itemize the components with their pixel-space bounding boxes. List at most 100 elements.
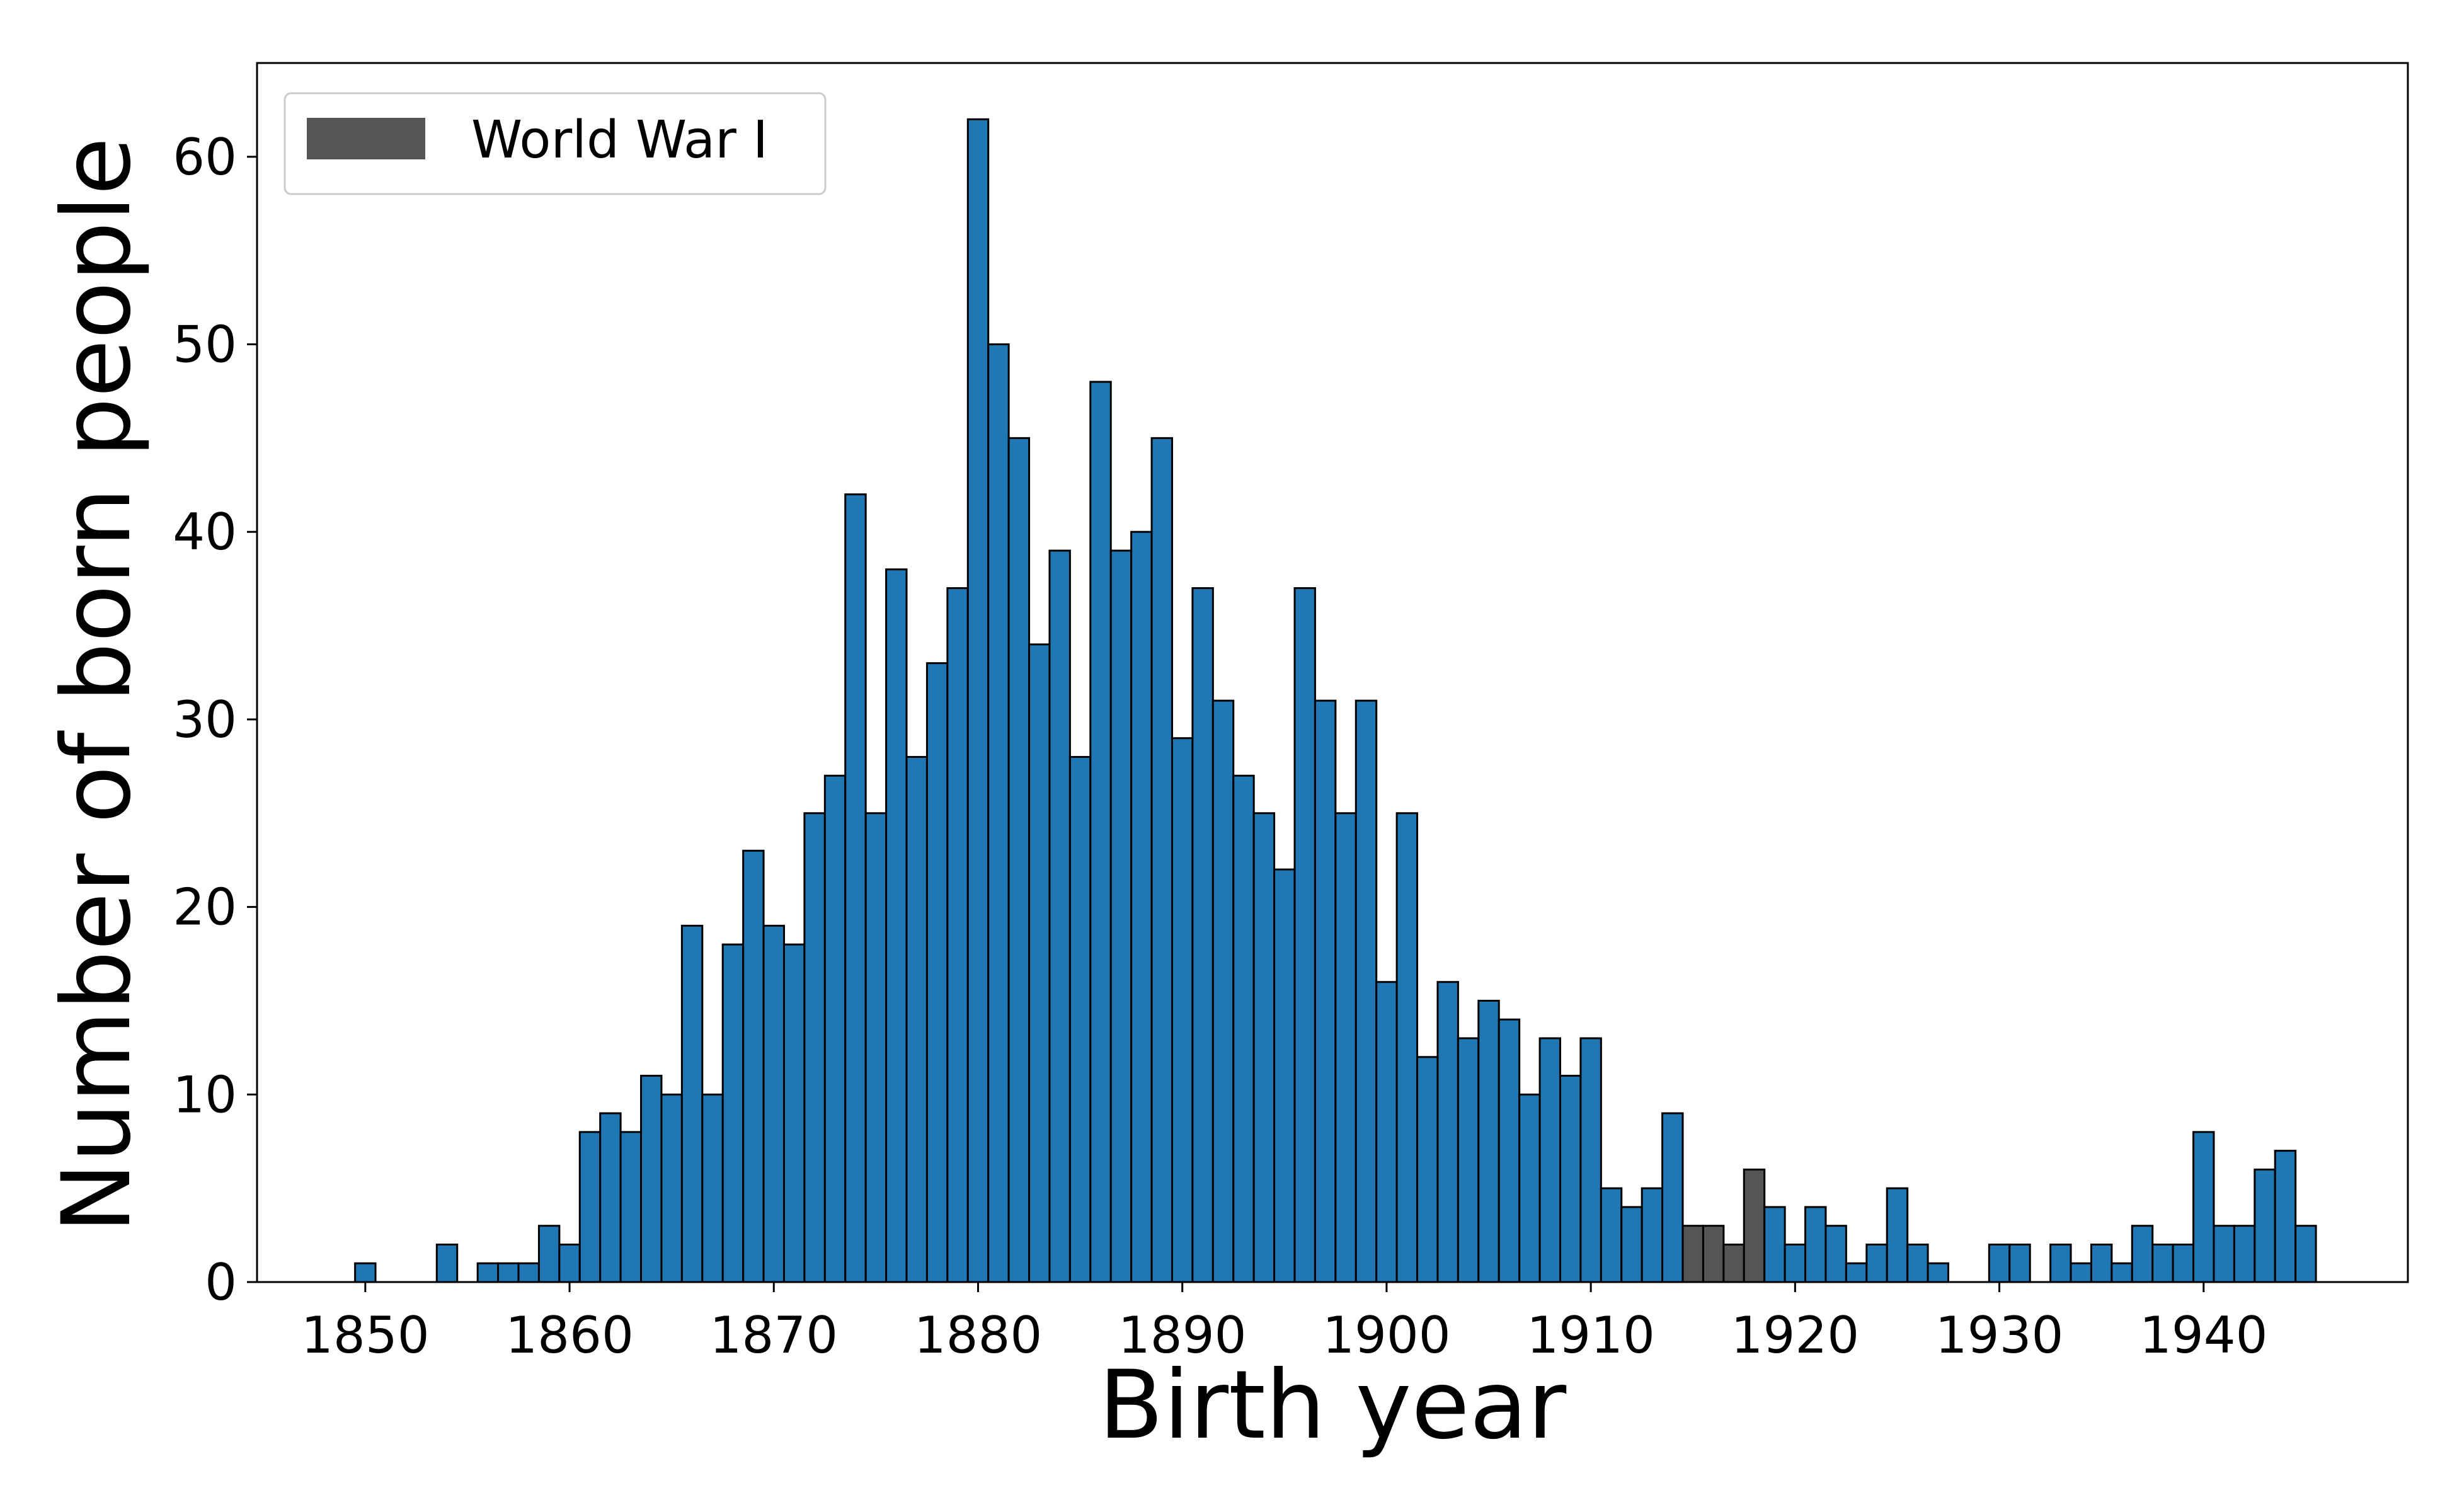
y-tick-label-60: 60 — [173, 128, 237, 186]
bar-1902 — [1416, 1056, 1439, 1283]
bar-1886 — [1089, 381, 1112, 1283]
bar-1903 — [1436, 981, 1459, 1283]
x-tick-label-1940: 1940 — [2139, 1306, 2268, 1365]
bar-1884 — [1048, 549, 1071, 1283]
bar-1900 — [1375, 981, 1398, 1283]
x-tick-label-1850: 1850 — [301, 1306, 430, 1365]
bar-1858 — [517, 1262, 540, 1283]
bar-1911 — [1600, 1187, 1623, 1283]
y-tick-label-20: 20 — [173, 878, 237, 937]
bar-1866 — [680, 924, 704, 1283]
bar-1893 — [1232, 774, 1255, 1283]
bar-1912 — [1620, 1206, 1643, 1283]
bar-1941 — [2213, 1225, 2235, 1283]
bar-1859 — [537, 1225, 561, 1283]
bar-1940 — [2192, 1131, 2215, 1283]
bar-1916 — [1702, 1225, 1725, 1283]
bar-1877 — [905, 755, 928, 1283]
bar-1907 — [1518, 1093, 1541, 1283]
bar-1904 — [1457, 1037, 1480, 1283]
bar-1910 — [1579, 1037, 1602, 1283]
x-axis-label: Birth year — [1099, 1351, 1567, 1460]
bar-1870 — [762, 924, 785, 1283]
bar-1939 — [2172, 1243, 2195, 1283]
bar-1888 — [1130, 530, 1153, 1283]
plot-frame — [256, 62, 2409, 1283]
bar-1896 — [1293, 587, 1316, 1283]
bar-1880 — [966, 118, 990, 1283]
y-tick-label-10: 10 — [173, 1065, 237, 1124]
bar-1908 — [1538, 1037, 1562, 1283]
bar-1920 — [1784, 1243, 1807, 1283]
x-tick-label-1880: 1880 — [914, 1306, 1043, 1365]
bar-1881 — [987, 343, 1010, 1283]
bar-1927 — [1927, 1262, 1950, 1283]
bar-1857 — [497, 1262, 520, 1283]
y-tick-label-40: 40 — [173, 503, 237, 561]
bar-1891 — [1191, 587, 1214, 1283]
bars-group — [354, 118, 2317, 1283]
bar-1944 — [2274, 1150, 2297, 1283]
bar-1878 — [925, 662, 949, 1283]
bar-1913 — [1641, 1187, 1664, 1283]
bar-1909 — [1559, 1075, 1582, 1283]
bar-1885 — [1068, 755, 1092, 1283]
bar-1871 — [782, 943, 806, 1283]
bar-1879 — [946, 587, 969, 1283]
bar-1887 — [1109, 549, 1133, 1283]
bar-1930 — [1988, 1243, 2011, 1283]
bar-1901 — [1395, 812, 1419, 1283]
bar-1868 — [721, 943, 745, 1283]
bar-1923 — [1845, 1262, 1868, 1283]
bar-1854 — [435, 1243, 459, 1283]
bar-1917 — [1722, 1243, 1745, 1283]
bar-1883 — [1028, 643, 1051, 1283]
bar-1942 — [2233, 1225, 2256, 1283]
bar-1856 — [476, 1262, 500, 1283]
y-axis: 0 10 20 30 40 50 60 — [173, 128, 257, 1312]
bar-1921 — [1804, 1206, 1827, 1283]
bar-1914 — [1661, 1112, 1684, 1283]
bar-1918 — [1743, 1168, 1766, 1283]
x-tick-label-1930: 1930 — [1935, 1306, 2064, 1365]
bar-1850 — [354, 1262, 377, 1283]
bar-1898 — [1334, 812, 1357, 1283]
bar-1864 — [640, 1075, 663, 1283]
bar-1890 — [1171, 737, 1194, 1283]
bar-1869 — [742, 849, 765, 1283]
bar-1894 — [1252, 812, 1276, 1283]
bar-1915 — [1681, 1225, 1704, 1283]
bar-1934 — [2070, 1262, 2092, 1283]
bar-1926 — [1906, 1243, 1929, 1283]
x-tick-label-1910: 1910 — [1526, 1306, 1655, 1365]
bar-1924 — [1865, 1243, 1888, 1283]
bar-1865 — [660, 1093, 683, 1283]
x-axis: 1850 1860 1870 1880 1890 1900 1910 1920 1930 1940 — [301, 1282, 2268, 1365]
bar-1943 — [2254, 1168, 2276, 1283]
bar-1937 — [2131, 1225, 2154, 1283]
bar-1875 — [864, 812, 888, 1283]
bar-1906 — [1498, 1018, 1521, 1283]
bar-1897 — [1314, 699, 1337, 1283]
y-tick-label-30: 30 — [173, 690, 237, 749]
bar-1860 — [558, 1243, 581, 1283]
bar-1867 — [701, 1093, 724, 1283]
x-tick-label-1900: 1900 — [1322, 1306, 1451, 1365]
bar-1873 — [823, 774, 847, 1283]
y-axis-label: Number of born people — [42, 137, 152, 1234]
bar-1935 — [2090, 1243, 2113, 1283]
bar-1889 — [1150, 437, 1173, 1283]
bar-1922 — [1824, 1225, 1847, 1283]
bar-1882 — [1007, 437, 1031, 1283]
bar-1938 — [2151, 1243, 2174, 1283]
bar-1863 — [619, 1131, 643, 1283]
bar-1919 — [1763, 1206, 1786, 1283]
bar-1905 — [1477, 999, 1500, 1283]
bar-1892 — [1211, 699, 1235, 1283]
bar-1895 — [1273, 868, 1296, 1283]
bar-1872 — [803, 812, 826, 1283]
bar-1933 — [2049, 1243, 2072, 1283]
bar-1874 — [844, 493, 867, 1283]
x-tick-label-1870: 1870 — [709, 1306, 838, 1365]
bar-1861 — [578, 1131, 602, 1283]
